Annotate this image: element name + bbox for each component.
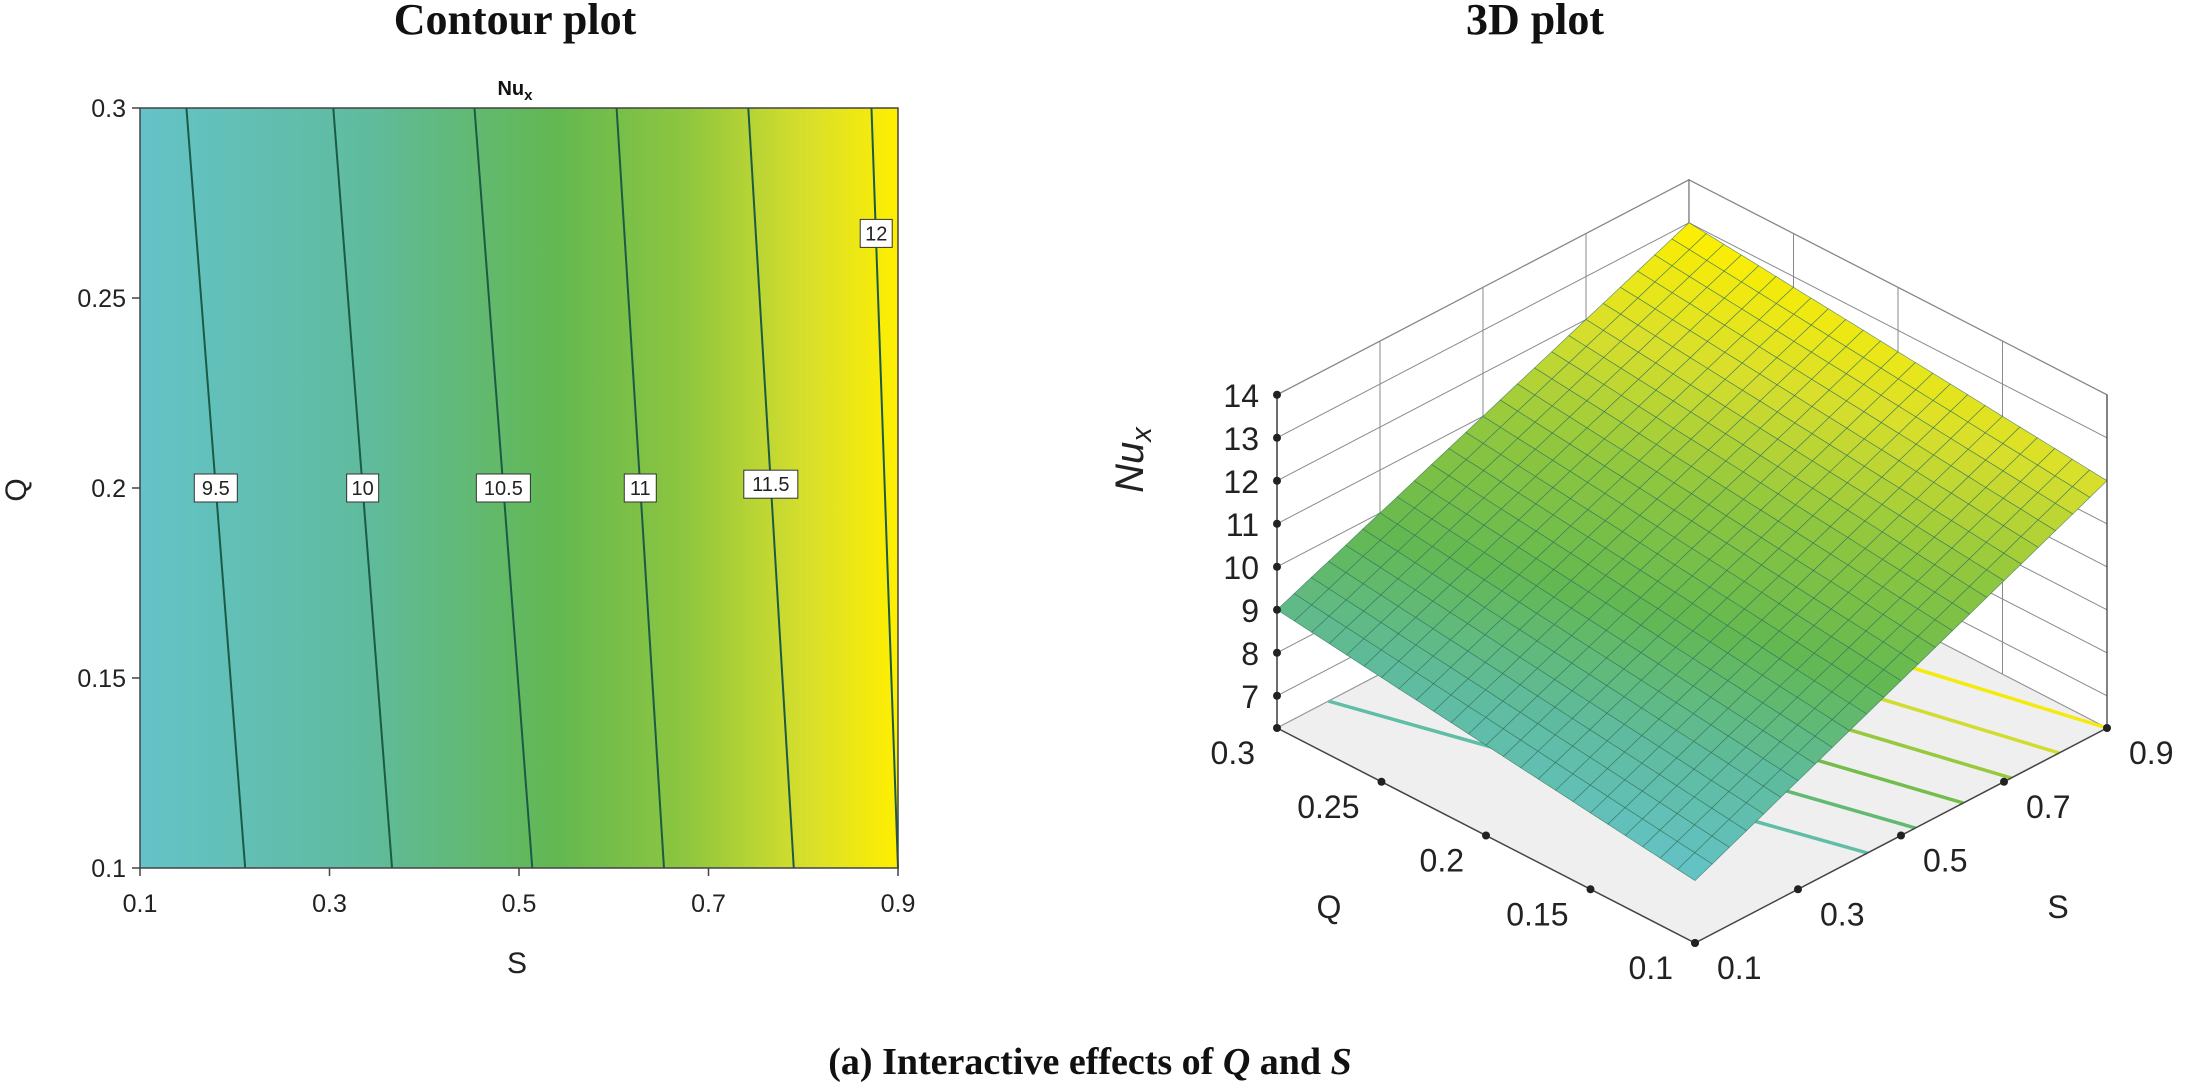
s-tick xyxy=(1794,885,1802,894)
contour-labels: 9.5 10 10.5 11 11.5 12 xyxy=(193,218,893,503)
contour-title: Contour plot xyxy=(394,0,637,44)
x-tick-label: 0.9 xyxy=(881,890,916,918)
surface-q-label: Q xyxy=(1317,889,1342,925)
contour-label-box xyxy=(623,473,657,503)
s-tick-label: 0.7 xyxy=(2026,789,2070,825)
y-tick-label: 0.1 xyxy=(91,855,126,883)
contour-label-box xyxy=(475,473,531,503)
q-tick-label: 0.15 xyxy=(1506,896,1568,932)
contour-label-box xyxy=(346,473,380,503)
y-tick-label: 0.15 xyxy=(77,665,126,693)
z-tick-label: 10 xyxy=(1223,550,1259,586)
z-tick xyxy=(1273,605,1281,614)
x-tick-label: 0.7 xyxy=(691,890,726,918)
contour-label: 9.5 xyxy=(193,473,238,503)
s-tick xyxy=(1897,831,1905,840)
q-tick xyxy=(1586,885,1595,894)
y-tick-label: 0.25 xyxy=(77,285,126,313)
z-tick-label: 12 xyxy=(1223,464,1259,500)
z-tick xyxy=(1273,433,1281,442)
contour-label: 10 xyxy=(346,473,380,503)
contour-subtitle: Nux xyxy=(497,78,533,104)
s-tick-label: 0.5 xyxy=(1923,843,1967,879)
s-tick-label: 0.3 xyxy=(1820,896,1864,932)
contour-label: 11 xyxy=(623,473,657,503)
contour-label: 12 xyxy=(859,218,893,248)
contour-chart: Contour plot Nux 9.5 10 10.5 11 11.512 0.1 0.… xyxy=(0,0,915,980)
z-tick-label: 14 xyxy=(1223,378,1259,414)
z-tick-label: 7 xyxy=(1241,679,1259,715)
z-tick-label: 8 xyxy=(1241,636,1259,672)
z-tick xyxy=(1273,562,1281,571)
q-tick-label: 0.1 xyxy=(1629,950,1673,986)
s-tick xyxy=(2103,724,2111,732)
s-tick xyxy=(1691,939,1699,947)
z-tick-label: 9 xyxy=(1241,593,1259,629)
contour-label: 11.5 xyxy=(743,469,799,499)
q-tick xyxy=(1273,724,1281,732)
contour-label-text: 10 xyxy=(352,478,374,500)
s-tick-label: 0.1 xyxy=(1717,950,1761,986)
contour-label-box xyxy=(743,469,799,499)
contour-label-text: 9.5 xyxy=(202,478,230,500)
z-tick xyxy=(1273,691,1281,700)
surface-cell xyxy=(1677,852,1713,882)
contour-y-label: Q xyxy=(0,478,33,501)
contour-label-text: 11.5 xyxy=(752,474,789,496)
z-tick xyxy=(1273,519,1281,528)
surface-z-label: Nux xyxy=(1108,426,1158,493)
x-tick-label: 0.5 xyxy=(502,890,537,918)
contour-x-label: S xyxy=(507,947,527,980)
z-tick xyxy=(1273,476,1281,485)
z-tick xyxy=(1273,648,1281,657)
q-tick-label: 0.2 xyxy=(1420,843,1464,879)
q-tick xyxy=(1482,831,1490,840)
q-tick xyxy=(1377,777,1386,786)
y-tick-label: 0.3 xyxy=(91,95,126,123)
surface-axes: 0.1 0.15 0.2 0.25 0.3 0.1 0.3 0.5 0.7 0.9 7 8 9 10 11 1… xyxy=(1211,378,2174,986)
contour-x-ticks: 0.1 0.3 0.5 0.7 0.9 xyxy=(123,868,916,918)
contour-label-text: 12 xyxy=(865,223,887,245)
figure-caption: (a) Interactive effects of Q and S xyxy=(828,1041,1351,1083)
s-tick xyxy=(2000,777,2008,786)
z-tick xyxy=(1273,390,1281,399)
z-tick-label: 11 xyxy=(1226,507,1259,543)
s-tick-label: 0.9 xyxy=(2129,735,2173,771)
contour-label-text: 11 xyxy=(630,478,651,500)
q-tick-label: 0.25 xyxy=(1297,789,1359,825)
surface-chart: 3D plot 0.1 0.15 0.2 0.25 0.3 0.1 0.3 0.5 0.7 0.9… xyxy=(1108,0,2173,986)
surface-title: 3D plot xyxy=(1466,0,1604,44)
y-tick-label: 0.2 xyxy=(91,475,126,503)
wall-grid-line xyxy=(1276,179,2108,396)
contour-label: 10.5 xyxy=(475,473,531,503)
q-tick-label: 0.3 xyxy=(1211,735,1255,771)
contour-label-box xyxy=(859,218,893,248)
x-tick-label: 0.1 xyxy=(123,890,158,918)
contour-label-box xyxy=(193,473,238,503)
surface-s-label: S xyxy=(2047,889,2068,925)
surface-mesh xyxy=(1276,222,2108,882)
z-tick-label: 13 xyxy=(1223,421,1259,457)
contour-y-ticks: 0.1 0.15 0.2 0.25 0.3 xyxy=(77,95,140,883)
x-tick-label: 0.3 xyxy=(312,890,347,918)
contour-label-text: 10.5 xyxy=(484,478,523,500)
